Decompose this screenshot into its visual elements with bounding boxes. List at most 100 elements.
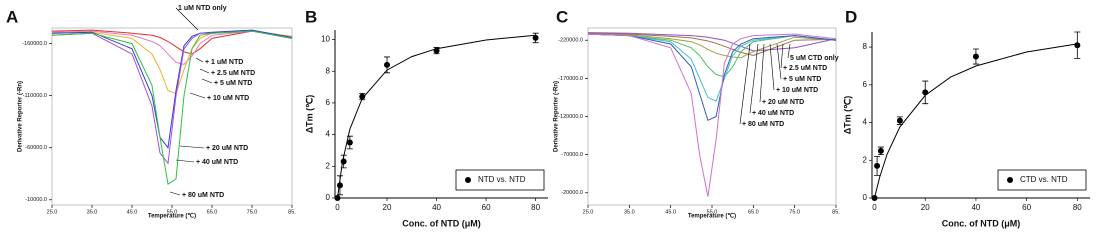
x-tick-label: 35.0 — [624, 209, 635, 215]
melt-curve — [587, 33, 837, 121]
x-tick-label: 85. — [288, 209, 296, 215]
x-tick-label: 45.0 — [665, 209, 676, 215]
annotation-arrow — [769, 43, 775, 91]
annotation: + 20 uM NTD — [762, 99, 804, 106]
melt-curve — [51, 29, 293, 55]
x-tick-label: 75.0 — [247, 209, 258, 215]
data-point — [972, 53, 979, 60]
annotation-arrow — [201, 78, 213, 84]
x-axis-label: Temperature (℃) — [148, 213, 196, 220]
annotation-arrow — [189, 92, 206, 99]
x-tick-label: 85. — [832, 209, 840, 215]
y-axis-label: Derivative Reporter (-Rn) — [18, 81, 24, 152]
data-point — [877, 147, 884, 154]
melt-curve — [587, 33, 837, 197]
y-axis-label: ΔTm (℃) — [842, 96, 852, 135]
annotation: + 5 uM NTD — [783, 76, 821, 83]
annotation: + 10 uM NTD — [776, 87, 818, 94]
annotation-arrow — [175, 159, 195, 163]
y-axis-label: ΔTm (℃) — [304, 95, 314, 134]
legend-marker — [465, 177, 471, 183]
annotation: + 20 uM NTD — [206, 145, 248, 152]
melt-curve — [587, 32, 837, 52]
data-point — [896, 117, 903, 124]
x-tick-label: 0 — [335, 203, 340, 212]
panel-letter: C — [556, 7, 568, 26]
y-tick-label: -110000.0 — [23, 93, 47, 99]
data-point — [340, 158, 347, 165]
melt-curve — [51, 30, 293, 186]
y-tick-label: -160000.0 — [22, 41, 47, 47]
x-tick-label: 20 — [383, 203, 392, 212]
y-tick-label: 2 — [326, 161, 331, 170]
x-tick-label: 65.0 — [207, 209, 218, 215]
x-tick-label: 75.0 — [789, 209, 800, 215]
x-tick-label: 40 — [971, 203, 980, 212]
y-tick-label: 0 — [863, 193, 868, 202]
y-tick-label: -220000.0 — [558, 38, 583, 44]
x-tick-label: 60 — [482, 203, 491, 212]
y-tick-label: 8 — [863, 42, 868, 51]
x-axis-label: Conc. of NTD (μM) — [402, 218, 481, 228]
y-tick-label: 6 — [326, 98, 331, 107]
annotation: 5 uM CTD only — [790, 55, 839, 62]
x-tick-label: 45.0 — [127, 209, 138, 215]
melt-curve — [51, 29, 293, 149]
data-point — [384, 61, 391, 68]
y-tick-label: 2 — [863, 155, 868, 164]
melt-curve — [587, 33, 837, 59]
panel-letter: B — [305, 7, 317, 26]
panel-letter: D — [845, 7, 857, 26]
x-tick-label: 25.0 — [583, 209, 594, 215]
annotation-arrow — [175, 7, 199, 31]
annotation-arrow — [739, 43, 751, 125]
annotation: 1 uM NTD only — [178, 5, 227, 12]
data-point — [359, 93, 366, 100]
x-tick-label: 0 — [872, 203, 877, 212]
annotation-arrow — [169, 191, 181, 196]
y-tick-label: 0 — [326, 193, 331, 202]
annotation-arrow — [780, 43, 784, 69]
x-tick-label: 35.0 — [87, 209, 98, 215]
y-tick-label: -170000.0 — [558, 76, 583, 82]
data-point — [334, 195, 341, 201]
y-tick-label: 4 — [326, 130, 331, 139]
y-tick-label: -60000.0 — [25, 145, 47, 151]
x-tick-label: 55.0 — [707, 209, 718, 215]
annotation: + 80 uM NTD — [182, 192, 224, 199]
melt-curve — [587, 32, 837, 57]
data-point — [532, 34, 539, 41]
legend-box — [997, 169, 1087, 191]
x-tick-label: 80 — [1073, 203, 1082, 212]
fit-curve — [337, 34, 536, 199]
x-tick-label: 80 — [531, 203, 540, 212]
y-tick-label: -70000.0 — [561, 152, 583, 158]
melt-curve — [51, 30, 293, 65]
fit-curve — [874, 43, 1078, 199]
legend-label: NTD vs. NTD — [478, 175, 526, 184]
annotation-arrow — [749, 43, 759, 114]
y-tick-label: 10 — [321, 35, 330, 44]
y-tick-label: 8 — [326, 66, 331, 75]
legend-label: CTD vs. NTD — [1020, 175, 1068, 184]
y-tick-label: -20000.0 — [561, 190, 583, 196]
y-tick-label: -10000.0 — [25, 197, 47, 203]
annotation-arrow — [195, 57, 204, 63]
annotation-arrow — [759, 43, 765, 103]
annotation: + 40 uM NTD — [196, 159, 238, 166]
x-tick-label: 20 — [921, 203, 930, 212]
melt-curve — [587, 33, 837, 78]
x-axis-label: Temperature (℃) — [688, 213, 736, 220]
melt-curve — [587, 33, 837, 102]
y-axis-label: Derivative Reporter (-Rn) — [554, 81, 560, 152]
melt-curve — [51, 30, 293, 165]
y-tick-label: 4 — [863, 118, 868, 127]
annotation: + 2.5 uM NTD — [211, 70, 255, 77]
annotation: + 5 uM NTD — [214, 80, 252, 87]
annotation: + 1 uM NTD — [205, 59, 243, 66]
annotation-arrow — [199, 68, 210, 74]
data-point — [336, 182, 343, 189]
x-tick-label: 40 — [432, 203, 441, 212]
y-tick-label: 6 — [863, 80, 868, 89]
